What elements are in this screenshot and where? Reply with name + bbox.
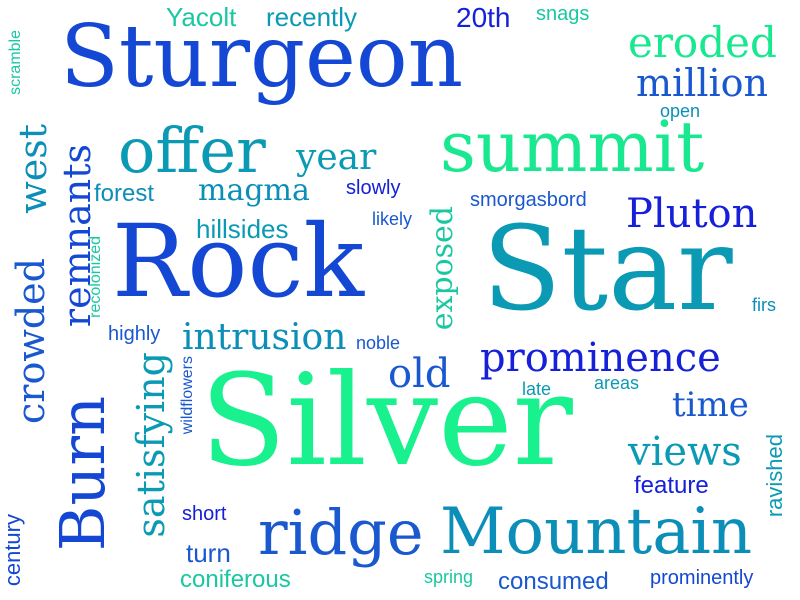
word-smorgasbord: smorgasbord xyxy=(470,189,587,211)
word-crowded: crowded xyxy=(9,258,53,424)
word-scramble: scramble xyxy=(7,30,24,95)
word-satisfying: satisfying xyxy=(129,352,173,538)
word-coniferous: coniferous xyxy=(180,566,291,593)
word-spring: spring xyxy=(424,567,474,587)
word-exposed: exposed xyxy=(425,206,460,331)
word-highly: highly xyxy=(108,323,161,345)
word-summit: summit xyxy=(440,106,705,188)
word-west: west xyxy=(11,124,55,214)
word-snags: snags xyxy=(536,3,590,25)
word-short: short xyxy=(182,503,227,525)
word-feature: feature xyxy=(634,472,709,499)
word-star: Star xyxy=(482,202,733,337)
word-ridge: ridge xyxy=(258,496,424,569)
word-views: views xyxy=(628,429,742,475)
word-turn: turn xyxy=(186,538,231,568)
word-rock: Rock xyxy=(112,203,365,320)
word-likely: likely xyxy=(372,209,413,229)
word-open: open xyxy=(660,101,701,121)
word-firs: firs xyxy=(752,295,776,315)
word-mountain: Mountain xyxy=(440,495,753,569)
word-sturgeon: Sturgeon xyxy=(60,7,464,107)
word-eroded: eroded xyxy=(628,18,777,67)
word-ravished: ravished xyxy=(762,434,787,518)
word-hillsides: hillsides xyxy=(196,214,289,244)
word-recently: recently xyxy=(266,2,358,32)
word-forest: forest xyxy=(94,180,155,207)
word-pluton: Pluton xyxy=(626,191,758,237)
word-slowly: slowly xyxy=(346,177,401,199)
word-yacolt: Yacolt xyxy=(166,2,237,32)
word-areas: areas xyxy=(594,373,640,393)
word-wildflowers: wildflowers xyxy=(179,356,196,435)
word-late: late xyxy=(522,379,552,399)
word-prominence: prominence xyxy=(480,335,721,381)
word-year: year xyxy=(296,137,377,178)
word-20th: 20th xyxy=(456,2,511,33)
word-time: time xyxy=(672,385,749,425)
word-recolonized: recolonized xyxy=(87,236,104,318)
word-intrusion: intrusion xyxy=(182,317,347,358)
word-silver: Silver xyxy=(200,347,573,494)
word-burn: Burn xyxy=(46,396,119,552)
word-offer: offer xyxy=(118,114,266,187)
word-magma: magma xyxy=(198,173,310,208)
word-old: old xyxy=(388,351,451,397)
word-century: century xyxy=(0,514,25,587)
word-noble: noble xyxy=(356,333,401,353)
word-million: million xyxy=(636,61,768,105)
word-prominently: prominently xyxy=(650,567,754,589)
word-consumed: consumed xyxy=(498,568,609,595)
